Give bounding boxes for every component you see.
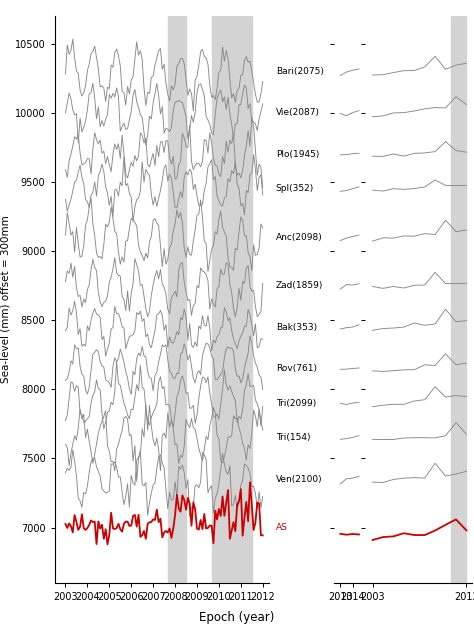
Text: Tri(154): Tri(154): [276, 433, 310, 442]
Text: Vie(2087): Vie(2087): [276, 108, 320, 117]
Text: Zad(1859): Zad(1859): [276, 281, 323, 290]
Text: Rov(761): Rov(761): [276, 364, 317, 373]
Text: Plo(1945): Plo(1945): [276, 150, 319, 159]
Y-axis label: Sea-level (mm) offset = 300mm: Sea-level (mm) offset = 300mm: [0, 215, 10, 383]
Text: AS: AS: [276, 523, 288, 532]
Text: Bari(2075): Bari(2075): [276, 67, 324, 76]
Text: Spl(352): Spl(352): [276, 184, 314, 193]
Text: Ven(2100): Ven(2100): [276, 475, 322, 483]
Bar: [168, 16, 186, 583]
Bar: [212, 16, 252, 583]
Text: Bak(353): Bak(353): [276, 322, 317, 331]
Bar: [451, 16, 466, 583]
Text: Tri(2099): Tri(2099): [276, 399, 316, 408]
Text: Epoch (year): Epoch (year): [199, 612, 275, 624]
Text: Anc(2098): Anc(2098): [276, 233, 322, 241]
